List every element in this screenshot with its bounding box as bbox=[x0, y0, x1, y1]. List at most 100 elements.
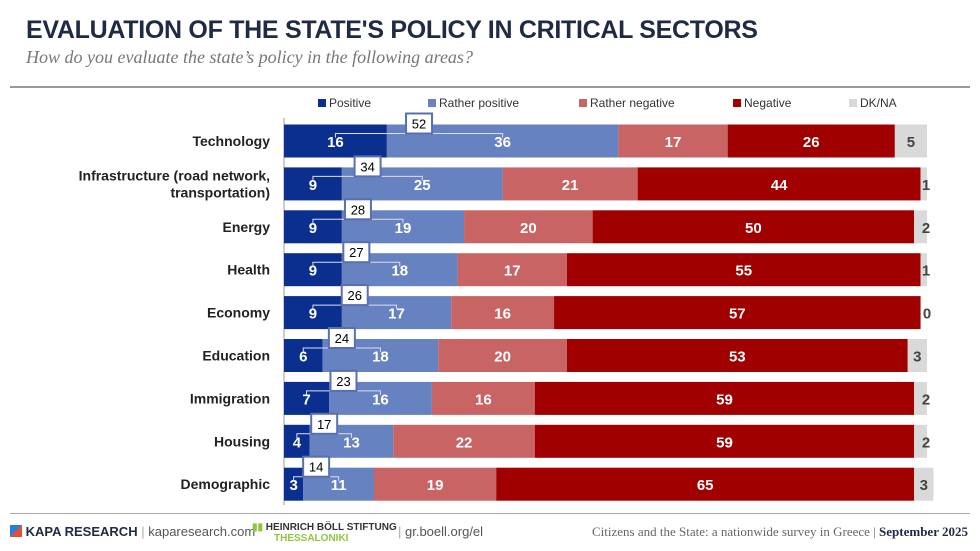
bar-segment-4 bbox=[914, 381, 927, 415]
data-label: 17 bbox=[665, 134, 682, 151]
data-label: 4 bbox=[293, 434, 302, 451]
kapa-logo-icon bbox=[10, 525, 22, 537]
bar-segment-2 bbox=[438, 339, 567, 372]
bar-segment-0 bbox=[284, 124, 387, 158]
total-label: 14 bbox=[309, 460, 323, 475]
bar-segment-2 bbox=[457, 253, 567, 287]
category-label: Education bbox=[202, 348, 270, 364]
category-label: Infrastructure (road network, bbox=[79, 167, 270, 183]
data-label: 50 bbox=[745, 220, 762, 237]
total-label: 52 bbox=[412, 117, 426, 132]
data-label: 17 bbox=[504, 263, 521, 280]
legend-swatch-1 bbox=[428, 99, 436, 107]
total-label: 26 bbox=[347, 288, 361, 303]
brand-name: KAPA RESEARCH bbox=[25, 524, 138, 539]
data-label: 9 bbox=[309, 263, 317, 280]
total-label: 28 bbox=[351, 202, 365, 217]
total-label: 24 bbox=[335, 331, 349, 346]
data-label: 5 bbox=[907, 134, 915, 151]
total-box bbox=[353, 155, 382, 178]
data-label: 53 bbox=[729, 349, 746, 366]
survey-name: Citizens and the State: a nationwide sur… bbox=[591, 524, 870, 539]
kapa-logo: KAPA RESEARCH | kaparesearch.com bbox=[10, 524, 255, 539]
data-label: 18 bbox=[391, 263, 408, 280]
data-label: 17 bbox=[388, 306, 405, 323]
bar-segment-0 bbox=[284, 381, 330, 415]
data-label: 18 bbox=[372, 349, 389, 366]
bar-segment-3 bbox=[496, 467, 915, 501]
bar-segment-3 bbox=[637, 167, 921, 201]
bar-segment-3 bbox=[534, 424, 915, 458]
data-label: 1 bbox=[922, 263, 930, 280]
data-label: 3 bbox=[920, 477, 928, 494]
partner-sub: THESSALONIKI bbox=[274, 533, 349, 544]
category-label: Economy bbox=[207, 305, 270, 321]
legend-swatch-0 bbox=[318, 99, 326, 107]
chart-title: EVALUATION OF THE STATE'S POLICY IN CRIT… bbox=[26, 16, 758, 44]
bar-segment-2 bbox=[451, 296, 555, 330]
bar-segment-4 bbox=[907, 339, 927, 372]
bar-segment-3 bbox=[592, 210, 915, 244]
data-label: 0 bbox=[923, 306, 931, 323]
total-label: 27 bbox=[349, 245, 363, 260]
data-label: 25 bbox=[414, 177, 431, 194]
data-label: 59 bbox=[716, 391, 733, 408]
data-label: 36 bbox=[494, 134, 511, 151]
total-box bbox=[310, 412, 339, 435]
bar-segment-0 bbox=[284, 467, 304, 501]
total-label: 23 bbox=[336, 374, 350, 389]
survey-credit: Citizens and the State: a nationwide sur… bbox=[591, 524, 968, 539]
bar-segment-4 bbox=[894, 124, 927, 158]
category-label: Technology bbox=[192, 133, 270, 149]
legend-label-1: Rather positive bbox=[439, 96, 519, 110]
data-label: 2 bbox=[922, 220, 930, 237]
data-label: 16 bbox=[494, 306, 511, 323]
survey-date: September 2025 bbox=[879, 524, 968, 539]
bar-segment-0 bbox=[284, 253, 342, 287]
legend-label-0: Positive bbox=[329, 96, 371, 110]
data-label: 6 bbox=[299, 349, 307, 366]
boell-logo-icon: ▮▮ bbox=[252, 522, 264, 533]
bar-segment-2 bbox=[502, 167, 638, 201]
data-label: 2 bbox=[922, 391, 930, 408]
data-label: 22 bbox=[456, 434, 473, 451]
bar-segment-3 bbox=[534, 381, 915, 415]
category-label: Energy bbox=[223, 219, 271, 235]
data-label: 65 bbox=[697, 477, 714, 494]
data-label: 1 bbox=[922, 177, 930, 194]
bar-segment-0 bbox=[284, 167, 342, 201]
bar-segment-2 bbox=[374, 467, 497, 501]
bar-segment-3 bbox=[727, 124, 895, 158]
partner-name: HEINRICH BÖLL STIFTUNG bbox=[265, 522, 397, 533]
data-label: 57 bbox=[729, 306, 746, 323]
bar-segment-0 bbox=[284, 296, 342, 330]
data-label: 9 bbox=[309, 306, 317, 323]
total-box bbox=[405, 112, 434, 135]
data-label: 16 bbox=[475, 391, 492, 408]
total-box bbox=[343, 198, 372, 221]
data-label: 20 bbox=[494, 349, 511, 366]
data-label: 16 bbox=[327, 134, 344, 151]
bar-segment-2 bbox=[431, 381, 535, 415]
data-label: 16 bbox=[372, 391, 389, 408]
category-label: Immigration bbox=[190, 390, 270, 406]
boell-logo: ▮▮ HEINRICH BÖLL STIFTUNG THESSALONIKI bbox=[252, 522, 397, 544]
total-box bbox=[329, 369, 358, 392]
data-label: 44 bbox=[771, 177, 788, 194]
total-box bbox=[302, 455, 331, 478]
partner-link[interactable]: gr.boell.org/el bbox=[405, 524, 484, 539]
data-label: 3 bbox=[289, 477, 297, 494]
bar-segment-4 bbox=[914, 210, 927, 244]
data-label: 9 bbox=[309, 220, 317, 237]
data-label: 3 bbox=[913, 349, 921, 366]
legend-label-2: Rather negative bbox=[590, 96, 675, 110]
total-label: 17 bbox=[317, 417, 331, 432]
data-label: 59 bbox=[716, 434, 733, 451]
bar-segment-2 bbox=[393, 424, 535, 458]
bar-segment-2 bbox=[618, 124, 728, 158]
legend-swatch-3 bbox=[733, 99, 741, 107]
total-box bbox=[327, 327, 356, 349]
legend-label-3: Negative bbox=[744, 96, 792, 110]
brand-link[interactable]: kaparesearch.com bbox=[148, 524, 256, 539]
data-label: 19 bbox=[395, 220, 412, 237]
